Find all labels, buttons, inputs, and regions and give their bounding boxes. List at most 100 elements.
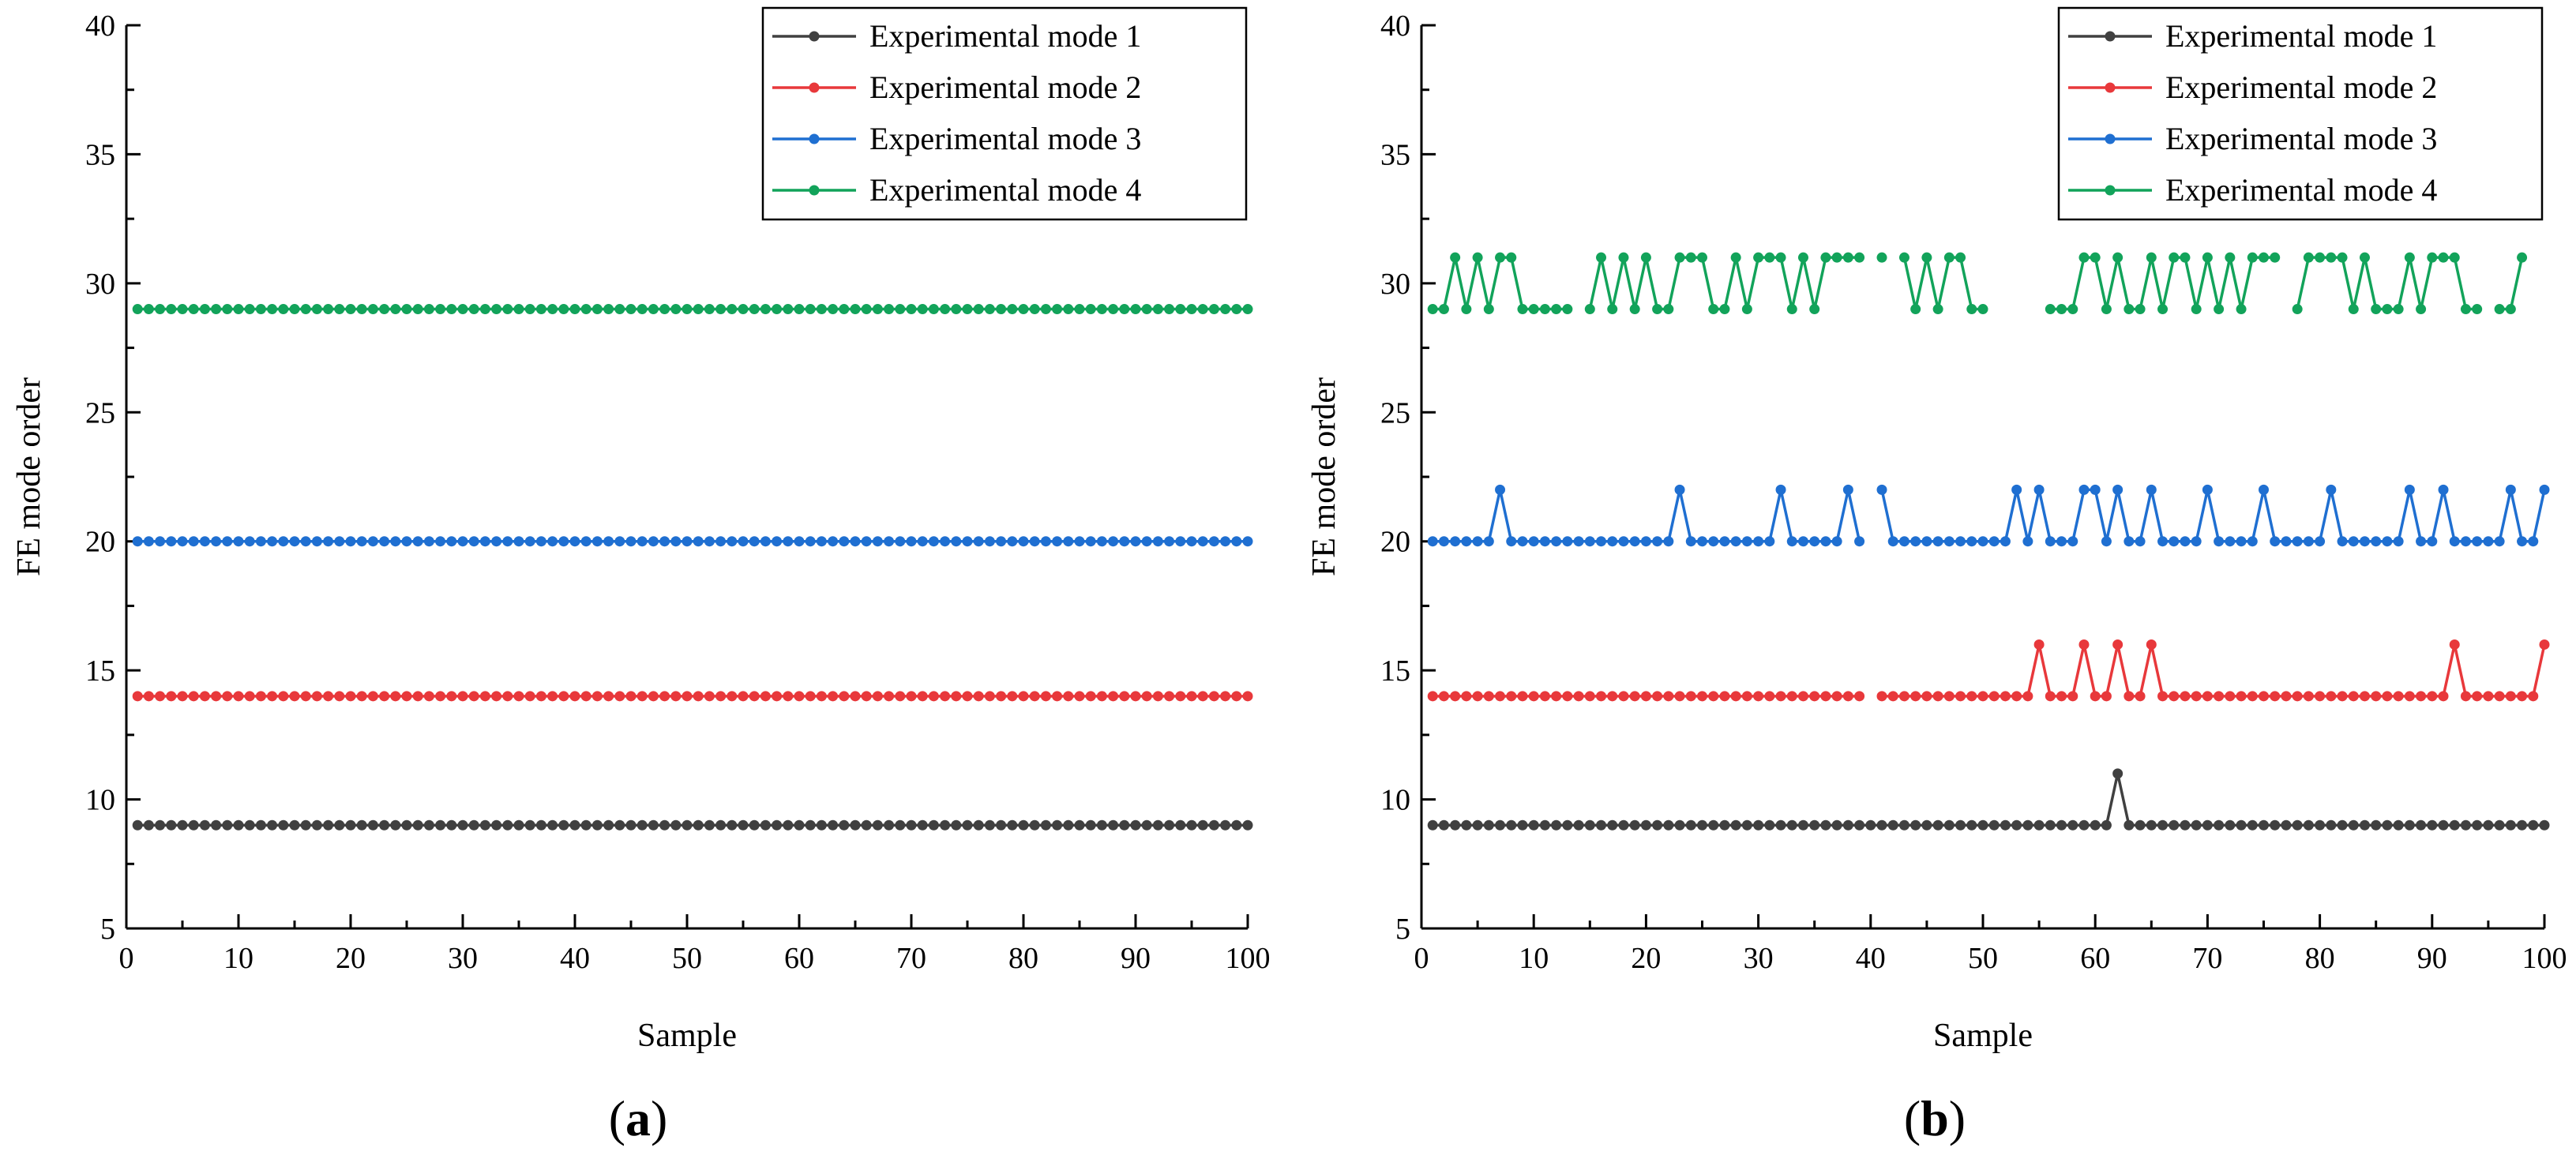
- y-tick-label: 25: [1380, 396, 1410, 429]
- data-point: [693, 691, 704, 702]
- data-point: [1506, 536, 1517, 547]
- data-point: [1040, 819, 1051, 831]
- data-point: [1562, 819, 1573, 831]
- series-2: [132, 691, 1253, 702]
- data-point: [1932, 304, 1943, 315]
- data-point: [2259, 819, 2269, 831]
- data-point: [524, 536, 535, 547]
- data-point: [1141, 536, 1152, 547]
- data-point: [2214, 304, 2225, 315]
- data-point: [1551, 691, 1562, 702]
- data-point: [412, 536, 423, 547]
- data-point: [211, 819, 222, 831]
- data-point: [1141, 304, 1152, 315]
- data-point: [1130, 691, 1141, 702]
- data-point: [1820, 536, 1831, 547]
- data-point: [1483, 536, 1494, 547]
- data-point: [1506, 819, 1517, 831]
- data-point: [1119, 691, 1130, 702]
- data-point: [1809, 819, 1820, 831]
- series-line: [2050, 256, 2275, 311]
- data-point: [783, 691, 794, 702]
- data-point: [2236, 691, 2247, 702]
- data-point: [2157, 691, 2169, 702]
- data-point: [502, 819, 513, 831]
- data-point: [861, 536, 872, 547]
- data-point: [1231, 819, 1242, 831]
- data-point: [839, 819, 850, 831]
- data-point: [2101, 304, 2112, 315]
- data-point: [984, 691, 995, 702]
- data-point: [1186, 536, 1197, 547]
- x-axis-title: Sample: [637, 1018, 737, 1054]
- data-point: [682, 536, 693, 547]
- data-point: [1977, 691, 1988, 702]
- data-point: [2528, 536, 2539, 547]
- data-point: [524, 304, 535, 315]
- data-point: [401, 304, 412, 315]
- data-point: [255, 536, 266, 547]
- legend-marker: [2105, 133, 2116, 144]
- data-point: [1831, 252, 1842, 263]
- data-point: [1618, 252, 1629, 263]
- data-point: [2078, 639, 2090, 650]
- data-point: [1753, 252, 1764, 263]
- y-tick-label: 15: [85, 654, 115, 688]
- data-point: [1063, 536, 1074, 547]
- data-point: [2281, 536, 2292, 547]
- data-point: [693, 536, 704, 547]
- data-point: [468, 819, 479, 831]
- data-point: [199, 304, 210, 315]
- data-point: [805, 304, 816, 315]
- data-point: [2135, 691, 2146, 702]
- data-point: [513, 304, 524, 315]
- data-point: [1943, 252, 1955, 263]
- data-point: [895, 304, 906, 315]
- y-tick-label: 30: [1380, 268, 1410, 301]
- data-point: [1697, 536, 1707, 547]
- data-point: [1461, 691, 1472, 702]
- data-point: [962, 536, 973, 547]
- data-point: [1887, 536, 1898, 547]
- data-point: [1528, 691, 1539, 702]
- data-point: [547, 691, 558, 702]
- data-point: [1809, 536, 1820, 547]
- data-point: [917, 304, 928, 315]
- x-tick-label: 80: [1008, 942, 1038, 975]
- data-point: [636, 536, 648, 547]
- data-point: [1887, 819, 1898, 831]
- data-point: [2236, 819, 2247, 831]
- x-tick-label: 90: [2417, 942, 2447, 975]
- data-point: [1730, 536, 1741, 547]
- data-point: [1898, 819, 1909, 831]
- data-point: [1775, 252, 1786, 263]
- data-point: [1741, 536, 1752, 547]
- data-point: [199, 536, 210, 547]
- data-point: [1427, 304, 1438, 315]
- data-point: [2494, 536, 2505, 547]
- data-point: [2438, 484, 2449, 495]
- data-point: [1063, 819, 1074, 831]
- data-point: [2270, 819, 2281, 831]
- legend-marker: [809, 133, 820, 144]
- data-point: [435, 691, 446, 702]
- data-point: [1119, 304, 1130, 315]
- data-point: [951, 691, 962, 702]
- data-point: [390, 819, 401, 831]
- data-point: [2348, 536, 2359, 547]
- data-point: [2348, 304, 2359, 315]
- data-point: [580, 304, 591, 315]
- data-point: [1208, 536, 1219, 547]
- data-point: [412, 304, 423, 315]
- data-point: [356, 819, 367, 831]
- data-point: [1108, 819, 1119, 831]
- data-point: [2191, 536, 2202, 547]
- legend-label: Experimental mode 2: [2165, 69, 2437, 105]
- data-point: [143, 819, 154, 831]
- data-point: [2404, 691, 2415, 702]
- data-point: [659, 691, 670, 702]
- data-point: [2528, 819, 2539, 831]
- data-point: [2427, 252, 2438, 263]
- data-point: [1231, 304, 1242, 315]
- data-point: [1797, 819, 1808, 831]
